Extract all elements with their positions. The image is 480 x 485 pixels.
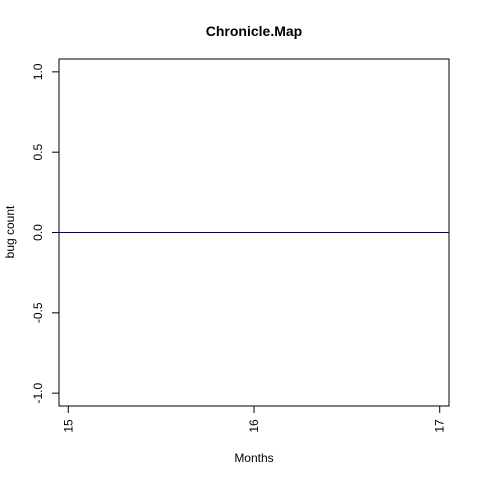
- x-axis-label: Months: [234, 451, 273, 465]
- y-tick-label: 1.0: [31, 63, 45, 80]
- x-tick-label: 15: [61, 419, 75, 433]
- x-axis-ticks: 15 16 17: [61, 406, 447, 433]
- y-axis-ticks: -1.0 -0.5 0.0 0.5 1.0: [31, 63, 59, 403]
- chart-title: Chronicle.Map: [206, 23, 302, 39]
- x-tick-label: 17: [433, 419, 447, 433]
- y-tick-label: -0.5: [31, 302, 45, 323]
- y-tick-label: -1.0: [31, 382, 45, 403]
- x-tick-label: 16: [247, 419, 261, 433]
- y-tick-label: 0.5: [31, 144, 45, 161]
- y-tick-label: 0.0: [31, 224, 45, 241]
- y-axis-label: bug count: [3, 205, 17, 258]
